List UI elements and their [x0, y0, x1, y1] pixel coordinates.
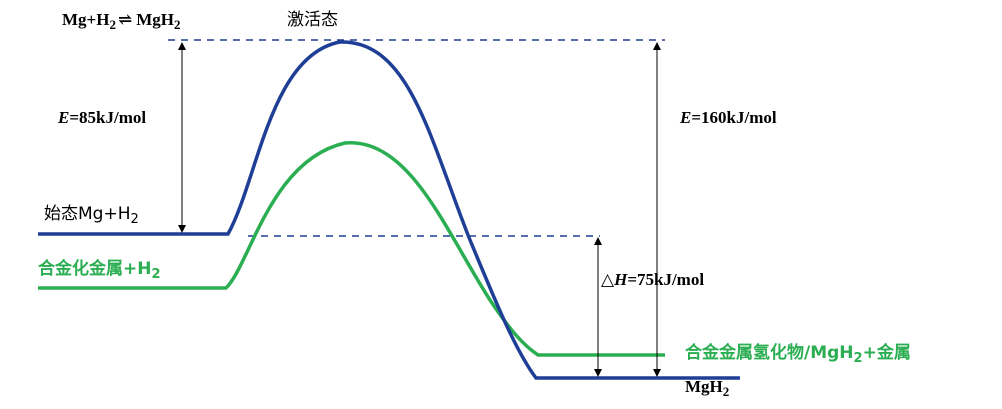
initial-state-label: 始态Mg+H2 — [44, 204, 139, 227]
green-energy-curve — [38, 141, 665, 357]
activated-state-label: 激活态 — [287, 10, 338, 30]
delta-h-label: △H=75kJ/mol — [601, 270, 704, 289]
e160-label: E=160kJ/mol — [679, 108, 777, 127]
alloy-hydride-label: 合金金属氢化物/MgH2+金属 — [685, 342, 911, 366]
e85-label: E=85kJ/mol — [57, 108, 146, 127]
alloy-metal-label: 合金化金属+H2 — [38, 258, 161, 282]
blue-energy-curve — [38, 40, 740, 380]
product-label: MgH2 — [685, 377, 729, 399]
equilibrium-label: Mg+H2 ⇌ MgH2 — [62, 10, 181, 32]
